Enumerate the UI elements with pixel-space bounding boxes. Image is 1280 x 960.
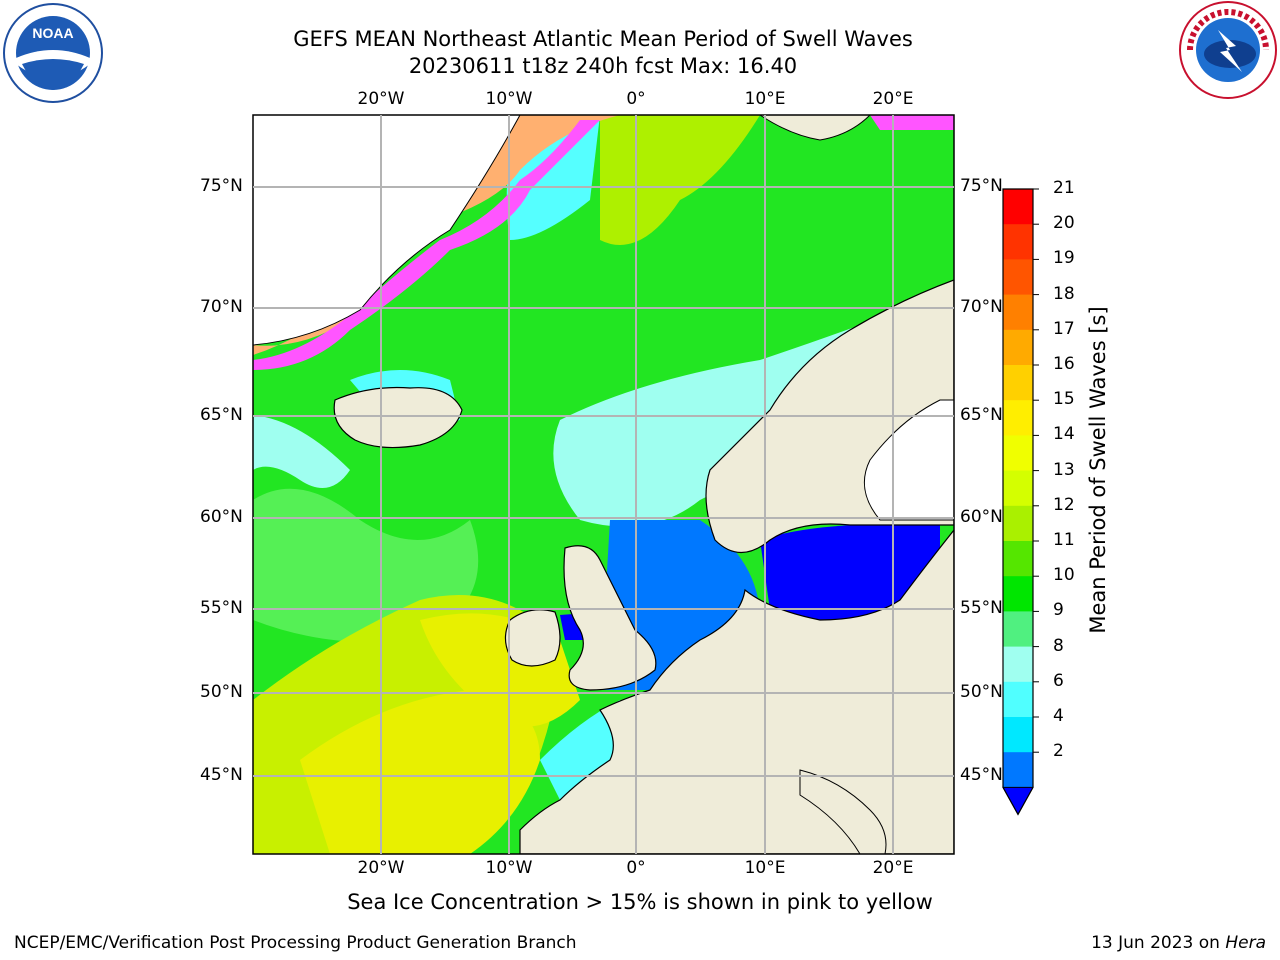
colorbar-segment — [1003, 329, 1033, 366]
lon-tick-label: 0° — [626, 858, 646, 878]
colorbar-segment — [1003, 717, 1033, 753]
lat-tick-label: 45°N — [200, 765, 243, 785]
colorbar-tick-label: 9 — [1053, 600, 1064, 621]
footer-credit: NCEP/EMC/Verification Post Processing Pr… — [14, 933, 577, 953]
lat-tick-label: 50°N — [200, 682, 243, 702]
sea-ice-svalbard — [870, 115, 954, 130]
colorbar-segment — [1003, 365, 1033, 401]
lat-tick-label: 75°N — [960, 176, 1003, 196]
lat-tick-label: 55°N — [200, 598, 243, 618]
chart-subtitle: 20230611 t18z 240h fcst Max: 16.40 — [408, 54, 798, 78]
swell-band-12 — [600, 115, 760, 245]
chart-title: GEFS MEAN Northeast Atlantic Mean Period… — [293, 27, 913, 51]
lon-tick-label: 20°E — [872, 858, 914, 878]
sea-ice-greenland-edge — [253, 120, 600, 370]
swell-band-baltic — [760, 524, 940, 622]
colorbar-segment — [1003, 611, 1033, 648]
swell-band-6-8 — [253, 415, 350, 488]
colorbar-tick-label: 12 — [1053, 494, 1075, 515]
colorbar-tick-label: 16 — [1053, 354, 1075, 374]
colorbar-tick-label: 15 — [1053, 389, 1075, 410]
colorbar-segment — [1003, 259, 1033, 296]
lon-tick-label: 20°W — [357, 858, 405, 878]
lat-tick-label: 50°N — [960, 682, 1003, 702]
colorbar-segment — [1003, 646, 1033, 683]
sea-ice-footnote: Sea Ice Concentration > 15% is shown in … — [347, 890, 933, 914]
colorbar-segment — [1003, 400, 1033, 436]
colorbar-segment — [1003, 505, 1033, 542]
lon-tick-label: 20°W — [357, 89, 405, 109]
lon-tick-label: 10°E — [744, 89, 786, 109]
colorbar-segment — [1003, 435, 1033, 472]
land-greenland — [253, 115, 521, 346]
swell-band-13-14 — [300, 690, 540, 854]
land-iceland — [333, 386, 463, 449]
colorbar-tick-label: 4 — [1053, 706, 1064, 726]
colorbar-segment — [1003, 294, 1033, 331]
lat-tick-label: 60°N — [960, 507, 1003, 527]
footer-host: Hera — [1225, 933, 1266, 953]
colorbar-tick-label: 19 — [1053, 248, 1075, 269]
colorbar-segment — [1003, 470, 1033, 507]
colorbar-segment — [1003, 576, 1033, 612]
colorbar-tick-label: 20 — [1053, 213, 1075, 234]
colorbar-tick-label: 17 — [1053, 318, 1075, 339]
map-frame — [252, 114, 955, 855]
land-italy — [799, 769, 887, 854]
colorbar-segment — [1003, 224, 1033, 260]
lon-tick-label: 20°E — [872, 89, 914, 109]
colorbar-segment — [1003, 752, 1033, 788]
lat-tick-label: 65°N — [200, 405, 243, 425]
colorbar-label: Mean Period of Swell Waves [s] — [1086, 306, 1110, 634]
lon-tick-label: 10°W — [485, 858, 533, 878]
lat-tick-label: 65°N — [960, 405, 1003, 425]
colorbar-tick-label: 11 — [1053, 530, 1075, 550]
colorbar-tick-label: 13 — [1053, 459, 1075, 480]
colorbar-segment — [1003, 541, 1033, 577]
colorbar-tick-label: 6 — [1053, 670, 1064, 691]
lat-tick-label: 60°N — [200, 507, 243, 527]
colorbar-tick-label: 2 — [1053, 741, 1064, 762]
lon-tick-label: 10°E — [744, 858, 786, 878]
lat-tick-label: 45°N — [960, 765, 1003, 785]
footer-date: 13 Jun 2023 on Hera — [1091, 933, 1266, 953]
colorbar-tick-label: 14 — [1053, 424, 1075, 445]
colorbar-tick-label: 10 — [1053, 565, 1075, 586]
lon-tick-label: 0° — [626, 89, 646, 109]
lat-tick-label: 75°N — [200, 176, 243, 196]
land-finland-lakes — [863, 399, 954, 521]
lon-tick-label: 10°W — [485, 89, 533, 109]
noaa-logo: NOAA — [3, 3, 103, 103]
nws-logo — [1179, 1, 1277, 99]
lat-tick-label: 70°N — [960, 297, 1003, 317]
svg-text:NOAA: NOAA — [32, 25, 73, 41]
colorbar-frame — [1002, 188, 1034, 816]
colorbar — [1002, 188, 1039, 816]
lat-tick-label: 70°N — [200, 297, 243, 317]
lat-tick-label: 55°N — [960, 598, 1003, 618]
colorbar-tick-label: 18 — [1053, 283, 1075, 304]
land-ireland — [504, 609, 561, 667]
graticule — [253, 115, 954, 854]
land-great-britain — [563, 545, 657, 691]
colorbar-tick-label: 21 — [1053, 178, 1075, 198]
colorbar-segment — [1003, 189, 1033, 225]
land-svalbard — [759, 115, 871, 141]
colorbar-extend-arrow — [1002, 786, 1034, 816]
colorbar-segment — [1003, 681, 1033, 718]
colorbar-tick-label: 8 — [1053, 635, 1064, 656]
footer-date-text: 13 Jun 2023 on — [1091, 933, 1226, 953]
